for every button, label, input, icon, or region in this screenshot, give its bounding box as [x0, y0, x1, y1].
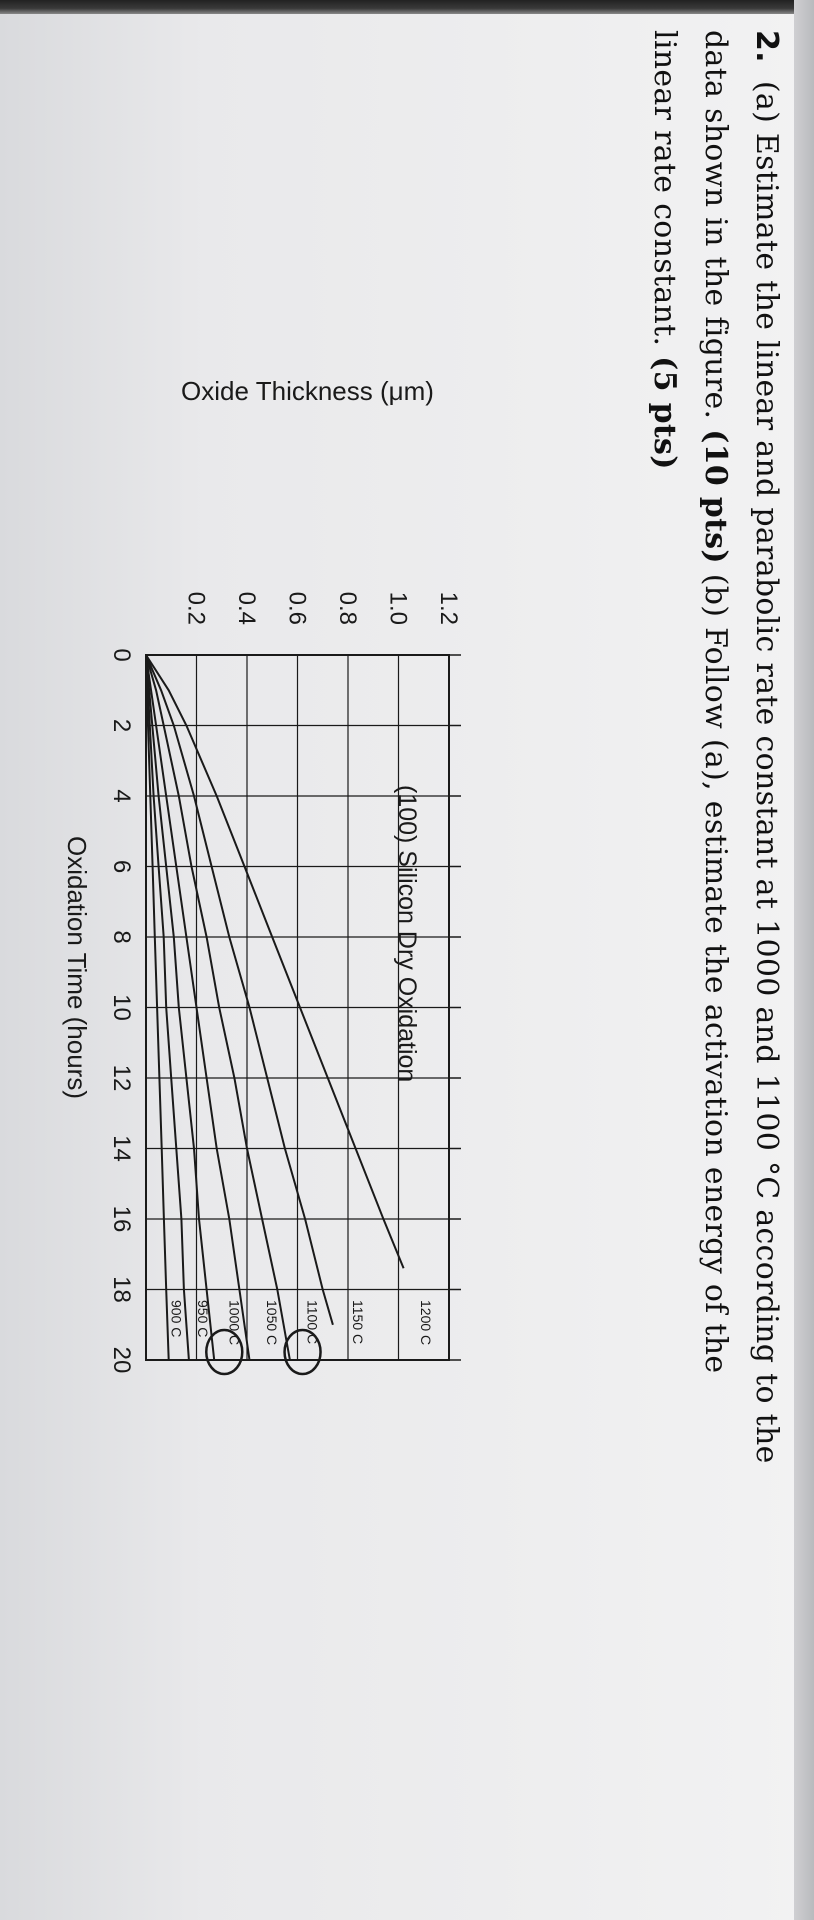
annotation-circle [283, 1328, 322, 1376]
chart-title: (100) Silicon Dry Oxidation [393, 785, 421, 1082]
series-label: 1150 C [350, 1300, 366, 1344]
series-label: 1100 C [305, 1300, 321, 1344]
x-tick-label: 10 [108, 994, 135, 1021]
chart-labels: 0 2 4 6 8 10 12 14 16 18 20 0.2 0.4 0.6 0.8 1.0 1.2 Oxida… [62, 376, 462, 1376]
x-tick-label: 2 [108, 719, 135, 732]
y-tick-label: 1.2 [435, 592, 462, 625]
x-tick-label: 20 [108, 1347, 135, 1374]
annotation-circle [205, 1328, 244, 1376]
series-label: 1000 C [226, 1300, 242, 1345]
x-axis-title: Oxidation Time (hours) [62, 836, 92, 1099]
chart-series [145, 654, 405, 1361]
series-line [145, 654, 251, 1361]
y-tick-label: 0.4 [233, 592, 260, 625]
y-tick-label: 0.8 [334, 592, 361, 625]
y-tick-label: 0.2 [183, 592, 210, 625]
series-label: 1200 C [418, 1300, 434, 1345]
series-label: 1050 C [264, 1300, 280, 1345]
series-line [145, 654, 190, 1361]
series-line [145, 654, 216, 1361]
series-label: 900 C [168, 1300, 184, 1337]
series-line [145, 654, 405, 1269]
x-tick-label: 14 [108, 1135, 135, 1162]
series-label: 950 C [195, 1300, 211, 1337]
x-tick-label: 12 [108, 1065, 135, 1092]
x-tick-label: 18 [108, 1276, 135, 1303]
y-axis-title: Oxide Thickness (μm) [181, 376, 434, 406]
x-tick-label: 0 [108, 648, 135, 661]
chart-axes [145, 654, 461, 1361]
x-tick-label: 8 [108, 930, 135, 943]
x-tick-label: 4 [108, 789, 135, 802]
series-line [145, 654, 334, 1326]
series-line [145, 654, 291, 1361]
y-tick-label: 0.6 [284, 592, 311, 625]
y-tick-label: 1.0 [385, 592, 412, 625]
series-line [145, 654, 170, 1361]
monitor-edge [794, 0, 814, 1920]
x-tick-label: 6 [108, 860, 135, 873]
monitor-bezel [0, 0, 814, 14]
x-tick-label: 16 [108, 1206, 135, 1233]
